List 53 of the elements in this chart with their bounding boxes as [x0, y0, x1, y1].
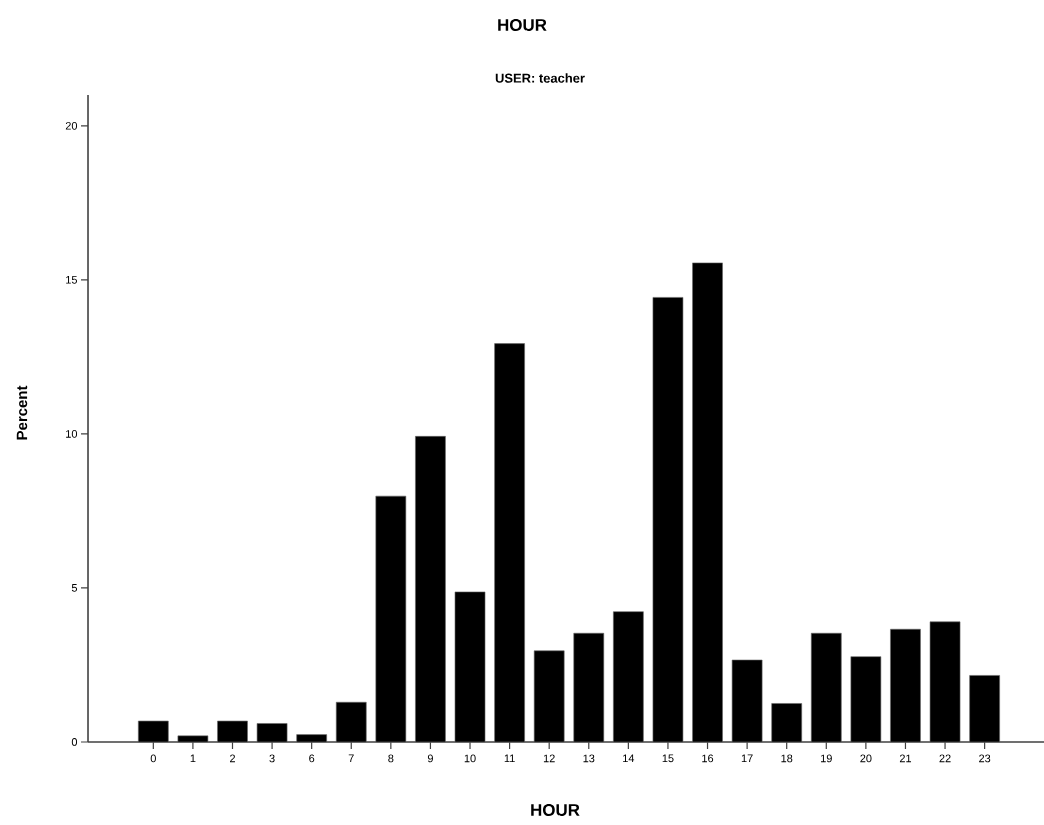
x-axis-title: HOUR — [531, 803, 580, 816]
x-tick-label: 2 — [230, 754, 235, 763]
bar — [296, 734, 327, 743]
bar — [375, 495, 407, 743]
x-tick-label: 9 — [427, 754, 433, 763]
x-tick-label: 23 — [979, 754, 991, 763]
x-tick-label: 12 — [543, 754, 555, 763]
chart-subtitle: USER: teacher — [495, 73, 585, 83]
bar — [890, 628, 921, 743]
x-tick-label: 0 — [150, 754, 156, 763]
bar — [692, 262, 723, 743]
y-tick-label: 15 — [66, 276, 78, 284]
x-tick-label: 8 — [388, 754, 394, 763]
bar — [533, 650, 565, 743]
bar — [613, 611, 644, 743]
bar — [969, 675, 1000, 743]
x-tick-label: 19 — [821, 754, 832, 763]
bar — [850, 656, 882, 743]
x-tick-label: 7 — [348, 754, 354, 763]
x-tick-label: 18 — [781, 754, 793, 763]
bar — [810, 632, 842, 743]
bar — [573, 632, 605, 743]
bar — [177, 735, 209, 743]
x-tick-label: 16 — [702, 754, 714, 763]
bar — [929, 621, 961, 743]
x-tick-label: 13 — [583, 754, 595, 763]
y-tick-label: 10 — [66, 430, 78, 438]
x-tick-label: 15 — [662, 754, 674, 763]
bar — [256, 723, 288, 743]
bar — [494, 343, 525, 743]
x-tick-label: 20 — [860, 754, 872, 763]
x-tick-label: 11 — [504, 754, 515, 763]
x-tick-label: 1 — [190, 754, 196, 763]
bar — [771, 703, 803, 743]
x-tick-label: 14 — [623, 754, 635, 763]
chart-title: HOUR — [498, 18, 547, 31]
y-axis-title: Percent — [16, 385, 28, 440]
x-tick-label: 21 — [899, 754, 912, 763]
x-tick-label: 3 — [269, 754, 275, 763]
bar — [217, 720, 248, 743]
y-tick-label: 20 — [65, 121, 78, 130]
bar — [335, 701, 367, 743]
bar — [138, 720, 169, 743]
x-tick-label: 22 — [939, 754, 951, 763]
bar — [454, 591, 486, 743]
bar — [652, 297, 684, 743]
bar — [415, 436, 446, 743]
x-tick-label: 6 — [309, 754, 315, 763]
y-tick-label: 5 — [71, 584, 78, 592]
x-tick-label: 17 — [741, 754, 753, 763]
x-tick-label: 10 — [464, 754, 476, 763]
y-tick-label: 0 — [71, 738, 78, 746]
bar — [731, 659, 763, 743]
